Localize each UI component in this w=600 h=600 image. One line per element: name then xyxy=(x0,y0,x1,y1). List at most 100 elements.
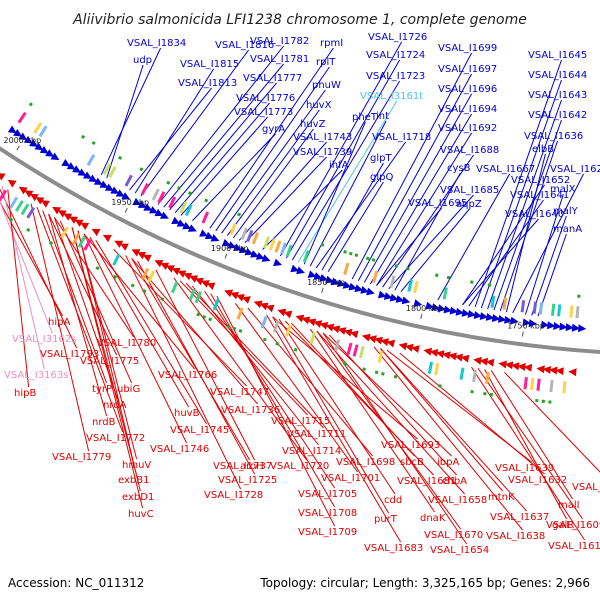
reverse-gene-arrow xyxy=(171,267,181,276)
connector-line xyxy=(309,120,387,267)
connector-line xyxy=(204,290,336,489)
gene-label-vsal-i1701: VSAL_I1701 xyxy=(321,473,380,484)
connector-line xyxy=(394,172,461,291)
gene-marker xyxy=(81,134,86,139)
forward-gene-arrow xyxy=(401,296,411,305)
connector-line xyxy=(71,227,144,509)
reverse-gene-arrow xyxy=(241,296,251,304)
category-bar xyxy=(83,238,92,251)
category-bar xyxy=(26,206,36,219)
reverse-gene-arrow xyxy=(80,222,90,231)
category-bar xyxy=(389,275,396,288)
connector-line xyxy=(42,210,108,384)
scale-label: 1950 kbp xyxy=(111,198,149,207)
reverse-gene-arrow xyxy=(555,367,564,376)
reverse-gene-arrow xyxy=(114,240,124,248)
reverse-gene-arrow xyxy=(177,270,187,278)
gene-label-gyra: gyrA xyxy=(262,124,285,135)
gene-label-vsal-i1718: VSAL_I1718 xyxy=(372,132,431,143)
reverse-gene-arrow xyxy=(235,294,245,302)
forward-gene-arrow xyxy=(449,306,459,315)
forward-gene-arrow xyxy=(255,252,265,260)
gene-label-exbb1: exbB1 xyxy=(118,475,149,486)
forward-gene-arrow xyxy=(437,304,447,313)
category-bar xyxy=(575,306,580,319)
forward-gene-arrow xyxy=(473,311,483,319)
gene-label-elbb: elbB xyxy=(532,144,554,155)
gene-marker xyxy=(187,191,192,196)
forward-gene-arrow xyxy=(227,241,237,249)
gene-marker xyxy=(177,186,182,190)
connector-line xyxy=(400,208,470,293)
reverse-gene-arrow xyxy=(523,363,533,372)
gene-marker xyxy=(238,328,243,333)
gene-marker xyxy=(362,367,366,372)
category-bar xyxy=(9,196,19,209)
connector-line xyxy=(192,133,276,221)
connector-line xyxy=(468,199,544,307)
category-bar xyxy=(520,300,526,313)
gene-label-vsal-i1720: VSAL_I1720 xyxy=(270,461,329,472)
gene-marker xyxy=(139,167,144,172)
gene-marker xyxy=(354,253,359,258)
forward-gene-arrow xyxy=(210,234,220,242)
reverse-gene-arrow xyxy=(160,262,170,271)
category-bar xyxy=(569,305,574,318)
forward-gene-arrow xyxy=(199,229,209,237)
gene-label-vsal-i1683: VSAL_I1683 xyxy=(364,543,423,554)
gene-marker xyxy=(208,317,213,322)
forward-gene-arrow xyxy=(93,177,103,185)
gene-label-vsal-i1709: VSAL_I1709 xyxy=(298,527,357,538)
connector-line xyxy=(77,230,138,460)
reverse-gene-arrow xyxy=(313,320,323,328)
gene-label-ubig: ubiG xyxy=(117,384,140,395)
gene-marker xyxy=(232,326,237,331)
category-bar xyxy=(280,242,287,255)
category-bar xyxy=(268,238,276,251)
reverse-gene-arrow xyxy=(411,345,420,354)
forward-gene-arrow xyxy=(221,238,231,247)
forward-gene-arrow xyxy=(45,149,55,157)
reverse-gene-arrow xyxy=(517,363,526,371)
category-bar xyxy=(246,229,254,243)
reverse-gene-arrow xyxy=(74,219,84,227)
reverse-gene-arrow xyxy=(368,335,377,344)
scale-tick xyxy=(522,331,524,337)
reverse-gene-arrow xyxy=(206,282,216,291)
reverse-gene-arrow xyxy=(63,213,73,221)
gene-label-vsal-i1781: VSAL_I1781 xyxy=(250,54,309,65)
gene-label-int: int xyxy=(376,111,389,122)
gene-label-vsal-i1746: VSAL_I1746 xyxy=(150,444,209,455)
gene-label-vsal-i1766: VSAL_I1766 xyxy=(158,370,217,381)
gene-marker xyxy=(202,314,207,319)
gene-label-vsal-i1779: VSAL_I1779 xyxy=(52,452,111,463)
forward-gene-arrow xyxy=(360,285,370,294)
gene-marker xyxy=(535,398,539,403)
connector-line xyxy=(234,303,359,473)
category-bar xyxy=(86,154,96,166)
gene-label-glpt: glpT xyxy=(370,153,392,164)
connector-line xyxy=(155,269,256,461)
reverse-gene-arrow xyxy=(69,216,78,224)
gene-label-vsal-i1670: VSAL_I1670 xyxy=(424,530,483,541)
forward-gene-arrow xyxy=(29,139,38,147)
category-bar xyxy=(260,316,268,329)
category-bar xyxy=(17,111,27,124)
connector-line xyxy=(173,277,308,461)
forward-gene-arrow xyxy=(250,250,260,258)
gene-label-ibpa: ibpA xyxy=(437,457,459,468)
connector-line xyxy=(524,193,564,315)
connector-line xyxy=(226,109,320,236)
gene-label-hipb: hipB xyxy=(14,388,36,399)
gene-label-vsal-i1644: VSAL_I1644 xyxy=(528,70,587,81)
reverse-gene-arrow xyxy=(423,347,433,356)
category-bar xyxy=(170,281,179,294)
reverse-gene-arrow xyxy=(189,275,199,283)
connector-line xyxy=(490,370,574,500)
forward-gene-arrow xyxy=(23,135,33,144)
forward-gene-arrow xyxy=(504,315,513,324)
connector-line xyxy=(180,116,268,216)
category-bar xyxy=(352,344,359,357)
scale-tick xyxy=(321,287,324,294)
gene-label-vsal-i1622: VSAL_I1622 xyxy=(550,164,600,175)
